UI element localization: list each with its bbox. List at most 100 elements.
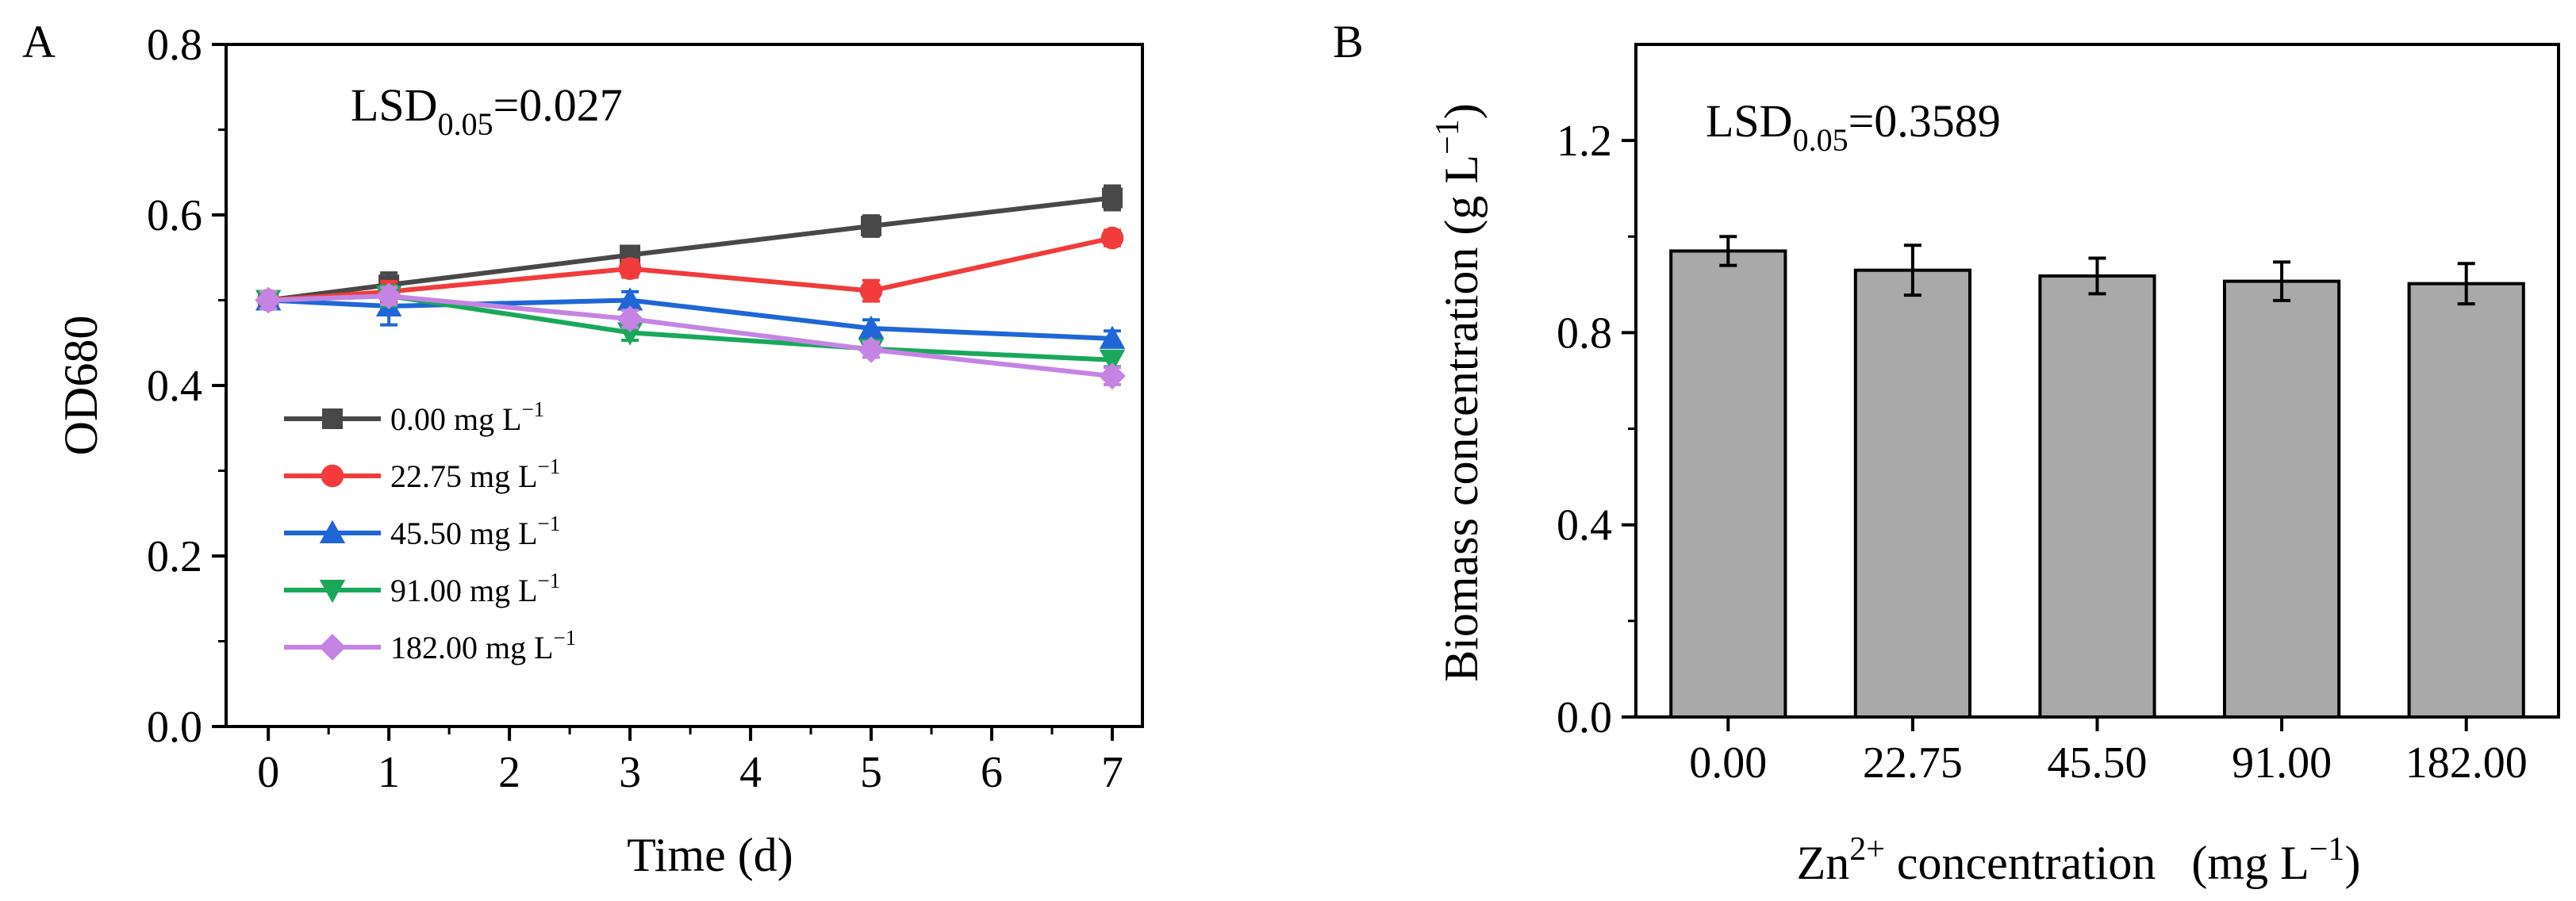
- panel-a-legend-label: 22.75 mg L−1: [390, 454, 560, 494]
- panel-a-legend-label: 91.00 mg L−1: [390, 569, 560, 608]
- panel-a-x-tick-label: 0: [257, 748, 279, 797]
- panel-b-bar: [1853, 268, 1972, 719]
- panel-a-series: [255, 184, 1126, 390]
- panel-b-y-tick-label: 0.4: [1557, 501, 1612, 550]
- panel-b-y-tick-label: 1.2: [1557, 117, 1612, 166]
- panel-a-x-tick-label: 2: [498, 748, 520, 797]
- panel-a-legend-label-main: 182.00 mg L: [390, 630, 554, 665]
- panel-a-legend-entry-1: 0.00 mg L−1: [284, 397, 544, 437]
- panel-b-x-title-sup2: −1: [2309, 831, 2345, 868]
- panel-a-data-point: [616, 287, 643, 311]
- panel-b-bar-group-4: [2222, 260, 2341, 719]
- panel-a-data-point: [1099, 349, 1126, 373]
- panel-b-bar: [1669, 249, 1787, 719]
- panel-a-data-point: [1099, 362, 1126, 390]
- panel-b-letter: B: [1333, 16, 1364, 67]
- panel-a-legend-label-main: 45.50 mg L: [390, 516, 538, 551]
- panel-a-data-point: [255, 286, 282, 314]
- panel-a-legend-marker: [319, 580, 346, 604]
- panel-a-data-point: [858, 315, 885, 339]
- panel-a-legend-marker: [319, 520, 346, 543]
- panel-b-x-tick-label: 0.00: [1689, 738, 1767, 788]
- panel-b-x-title-end: ): [2344, 837, 2360, 889]
- panel-b-bar-group-3: [2038, 256, 2156, 719]
- panel-a-data-point: [616, 305, 644, 333]
- panel-a-legend-label: 45.50 mg L−1: [390, 512, 560, 551]
- panel-a-legend-label-sup: −1: [538, 454, 561, 478]
- panel-a-x-axis-title: Time (d): [627, 829, 793, 881]
- panel-a-x-tick-label: 6: [981, 748, 1003, 797]
- panel-a-legend-label-sup: −1: [554, 626, 577, 650]
- panel-b-lsd-value: =0.3589: [1849, 95, 2001, 147]
- panel-a-ticks: 0.0 0.2 0.4 0.6 0.8 0 1 2 3 4 5 6 7: [147, 21, 1123, 797]
- panel-b-x-tick-label: 45.50: [2048, 738, 2148, 788]
- panel-b-bar-group-5: [2407, 262, 2525, 719]
- panel-a-lsd-sub: 0.05: [438, 106, 493, 142]
- panel-a-legend-marker: [321, 464, 344, 488]
- panel-b-plot-frame: [1634, 43, 2560, 719]
- panel-b-bar: [2038, 274, 2156, 719]
- panel-a-lsd-annotation: LSD0.05=0.027: [351, 79, 623, 142]
- panel-b-x-title-sup: 2+: [1849, 831, 1885, 868]
- panel-a-legend-label-sup: −1: [522, 397, 545, 421]
- panel-a-y-tick-label: 0.6: [147, 191, 202, 240]
- panel-b-y-axis-title: Biomass concentration (g L−1): [1430, 103, 1488, 682]
- panel-a-lsd-value: =0.027: [493, 79, 623, 131]
- panel-a-legend-label-sup: −1: [538, 569, 561, 592]
- panel-a-plot-frame: [225, 43, 1144, 728]
- panel-a-y-axis-title: OD680: [55, 316, 107, 456]
- panel-a-legend-entry-2: 22.75 mg L−1: [284, 454, 560, 494]
- panel-a-x-tick-label: 4: [739, 748, 762, 797]
- panel-b-y-title-main: Biomass concentration (g L: [1435, 155, 1488, 682]
- panel-a-data-point: [1102, 187, 1123, 209]
- panel-b-bar-group-1: [1669, 235, 1787, 719]
- panel-a-data-point: [1099, 325, 1126, 349]
- panel-a-legend-marker: [319, 634, 346, 661]
- panel-a-x-tick-label: 1: [378, 748, 400, 797]
- panel-a-legend-label: 182.00 mg L−1: [390, 626, 576, 665]
- panel-b-x-tick-label: 182.00: [2405, 738, 2528, 788]
- panel-a: A 0.00.20.40.60.80 1 2 3 4 5 6 7 LSD0.05=0.027 …: [22, 16, 1144, 881]
- panel-a-data-point: [618, 257, 642, 281]
- panel-b-lsd-annotation: LSD0.05=0.3589: [1706, 95, 2001, 158]
- panel-a-legend-label-main: 91.00 mg L: [390, 573, 538, 608]
- panel-a-data-point: [859, 279, 883, 302]
- panel-a-legend-entry-3: 45.50 mg L−1: [284, 512, 560, 551]
- panel-b-bar-group-2: [1853, 243, 1972, 719]
- panel-a-legend-label-main: 0.00 mg L: [390, 401, 522, 437]
- panel-b-x-tick-label: 22.75: [1863, 738, 1963, 788]
- panel-a-data-point: [861, 215, 882, 236]
- panel-a-x-tick-label: 3: [619, 748, 641, 797]
- panel-a-x-tick-label: 5: [860, 748, 882, 797]
- panel-a-legend-label: 0.00 mg L−1: [390, 397, 544, 437]
- panel-b-y-title-sup: −1: [1430, 119, 1466, 155]
- panel-a-y-tick-label: 0.0: [147, 703, 202, 752]
- panel-b-y-title-end: ): [1435, 103, 1488, 119]
- panel-b-x-axis-title: Zn2+ concentration (mg L−1): [1797, 831, 2361, 889]
- panel-a-data-point: [1100, 226, 1124, 250]
- panel-b-x-title-post: concentration (mg L: [1885, 837, 2309, 889]
- panel-b: B 0.00.40.81.20.00 22.75 45.50 91.00 182.00 …: [1333, 16, 2560, 889]
- panel-b-lsd-main: LSD: [1706, 95, 1793, 147]
- panel-a-legend-label-sup: −1: [538, 512, 561, 535]
- panel-b-y-tick-label: 0.8: [1557, 309, 1612, 358]
- panel-b-x-tick-label: 91.00: [2232, 738, 2332, 788]
- panel-b-x-title-pre: Zn: [1797, 837, 1850, 889]
- panel-a-legend-label-main: 22.75 mg L: [390, 458, 538, 494]
- panel-a-y-tick-label: 0.4: [147, 362, 202, 411]
- panel-a-legend-entry-5: 182.00 mg L−1: [284, 626, 576, 665]
- panel-b-bar: [2222, 279, 2341, 719]
- panel-b-bars: [1669, 235, 2525, 719]
- panel-a-series-5: [255, 282, 1126, 390]
- panel-a-data-point: [858, 335, 885, 363]
- panel-a-legend-entry-4: 91.00 mg L−1: [284, 569, 560, 608]
- panel-a-y-tick-label: 0.2: [147, 532, 202, 581]
- panel-a-letter: A: [22, 16, 56, 67]
- panel-a-x-tick-label: 7: [1101, 748, 1123, 797]
- panel-a-legend-marker: [322, 408, 343, 429]
- panel-b-ticks: 0.0 0.4 0.8 1.2 0.00 22.75 45.50 91.00 182.00: [1557, 117, 2528, 788]
- panel-b-bar: [2407, 282, 2525, 719]
- panel-b-lsd-sub: 0.05: [1793, 122, 1849, 158]
- panel-a-legend: 0.00 mg L−122.75 mg L−145.50 mg L−191.00…: [284, 397, 576, 665]
